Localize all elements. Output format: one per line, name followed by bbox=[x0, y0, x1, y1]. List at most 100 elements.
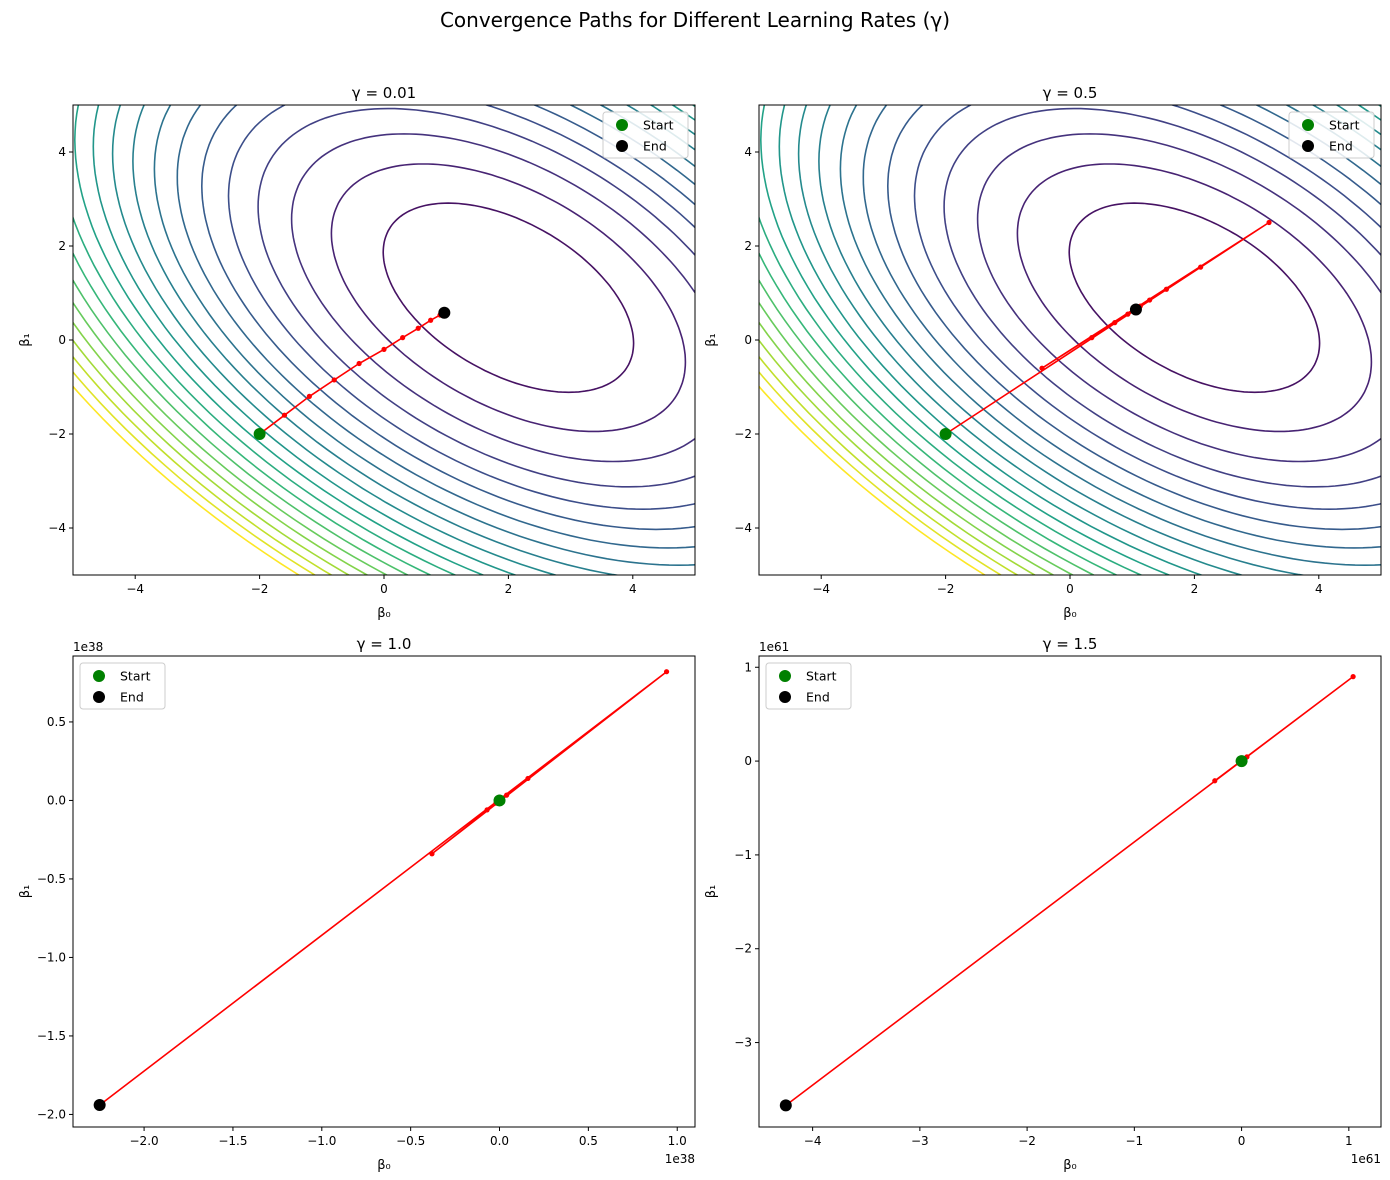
path-point bbox=[281, 412, 288, 418]
contour-line bbox=[913, 105, 1381, 511]
subplot-title: γ = 1.0 bbox=[357, 635, 412, 653]
subplot-2: −4 −2 0 2 4 −4 −2 0 2 4 γ = 0.5 β₀ β₁ Start End bbox=[704, 84, 1382, 621]
path-point bbox=[1112, 320, 1118, 326]
contour-line bbox=[227, 105, 695, 511]
y-axis-label: β₁ bbox=[704, 333, 719, 347]
contour-line bbox=[759, 385, 987, 575]
contour-line bbox=[73, 278, 410, 575]
end-point bbox=[438, 306, 451, 319]
y-tick-label: −0.5 bbox=[37, 872, 66, 886]
contour-line bbox=[759, 251, 1119, 575]
start-point bbox=[493, 794, 506, 807]
x-tick-label: −2.0 bbox=[130, 1134, 159, 1148]
y-tick-label: −2.0 bbox=[37, 1107, 66, 1121]
path-point bbox=[1350, 674, 1356, 680]
y-tick-label: 4 bbox=[58, 145, 66, 159]
contour-line bbox=[330, 163, 687, 433]
axes-frame bbox=[758, 104, 1382, 576]
y-tick-label: −1 bbox=[734, 848, 752, 862]
contour-line bbox=[382, 202, 635, 394]
end-point bbox=[779, 1099, 792, 1112]
contour-line bbox=[92, 105, 695, 575]
contour-line bbox=[176, 105, 695, 549]
contour-line bbox=[759, 278, 1096, 575]
contour-line bbox=[153, 105, 695, 567]
path-point bbox=[1198, 264, 1204, 270]
contour-group bbox=[73, 105, 695, 575]
x-tick-label: −3 bbox=[911, 1134, 929, 1148]
contour-line bbox=[1016, 163, 1373, 433]
x-scale-offset-label: 1e61 bbox=[1351, 1152, 1381, 1166]
contour-line bbox=[759, 355, 1019, 575]
y-tick-label: 2 bbox=[744, 239, 752, 253]
path-point bbox=[306, 393, 312, 399]
legend-start-label: Start bbox=[120, 669, 151, 684]
axes-frame bbox=[758, 655, 1382, 1128]
path-point bbox=[331, 377, 337, 383]
contour-line bbox=[290, 133, 695, 463]
path-point bbox=[1089, 335, 1095, 341]
start-point bbox=[1235, 755, 1248, 768]
legend-start-label: Start bbox=[643, 118, 674, 133]
contour-line bbox=[111, 105, 695, 575]
x-tick-label: −4 bbox=[812, 582, 830, 596]
y-tick-label: 0.5 bbox=[47, 715, 66, 729]
x-tick-label: −1.0 bbox=[307, 1134, 336, 1148]
y-tick-label: −3 bbox=[734, 1036, 752, 1050]
contour-line bbox=[73, 370, 317, 575]
x-axis-label: β₀ bbox=[377, 606, 391, 621]
subplot-title: γ = 1.5 bbox=[1043, 635, 1098, 653]
contour-line bbox=[73, 301, 389, 575]
subplot-title: γ = 0.5 bbox=[1043, 84, 1098, 102]
legend-start-marker bbox=[93, 670, 105, 682]
y-tick-label: −2 bbox=[734, 942, 752, 956]
y-scale-offset-label: 1e61 bbox=[759, 640, 789, 654]
path-point bbox=[428, 317, 434, 323]
contour-line bbox=[886, 105, 1381, 531]
path-point bbox=[1266, 219, 1272, 226]
axes-frame bbox=[72, 104, 696, 576]
x-tick-label: 0.5 bbox=[579, 1134, 598, 1148]
x-tick-label: 0.0 bbox=[490, 1134, 509, 1148]
x-tick-label: 4 bbox=[629, 582, 637, 596]
x-tick-label: 4 bbox=[1315, 582, 1323, 596]
path-point bbox=[1212, 778, 1218, 784]
x-tick-label: −2 bbox=[937, 582, 955, 596]
legend-start-marker bbox=[616, 119, 628, 131]
x-tick-label: −1 bbox=[1125, 1134, 1143, 1148]
path-point bbox=[400, 335, 406, 341]
contour-line bbox=[759, 301, 1075, 575]
legend-end-marker bbox=[616, 140, 628, 152]
path-point bbox=[429, 851, 435, 857]
path-point bbox=[484, 807, 490, 813]
start-point bbox=[253, 428, 266, 440]
y-tick-label: 0 bbox=[744, 333, 752, 347]
figure-suptitle: Convergence Paths for Different Learning… bbox=[440, 8, 950, 32]
contour-line bbox=[862, 105, 1381, 549]
convergence-path-line bbox=[945, 221, 1270, 435]
contour-line bbox=[943, 107, 1381, 488]
y-tick-label: 0 bbox=[58, 333, 66, 347]
legend-end-marker bbox=[1302, 140, 1314, 152]
x-tick-label: 0 bbox=[1066, 582, 1074, 596]
legend-end-marker bbox=[93, 691, 105, 703]
subplot-3: −2.0 −1.5 −1.0 −0.5 0.0 0.5 1.0 −2.0 −1.5 −1.0 −0.… bbox=[18, 635, 696, 1173]
legend-end-label: End bbox=[1329, 139, 1353, 154]
x-tick-label: 0 bbox=[380, 582, 388, 596]
legend: Start End bbox=[765, 662, 852, 710]
x-tick-label: −2 bbox=[251, 582, 269, 596]
x-tick-label: −1.5 bbox=[218, 1134, 247, 1148]
x-scale-offset-label: 1e38 bbox=[665, 1152, 695, 1166]
y-tick-label: −4 bbox=[734, 521, 752, 535]
contour-line bbox=[797, 105, 1381, 575]
x-tick-label: 1 bbox=[1345, 1134, 1353, 1148]
contour-line bbox=[759, 105, 1381, 575]
contour-line bbox=[73, 251, 433, 575]
legend: Start End bbox=[1288, 111, 1375, 159]
path-point bbox=[1163, 286, 1170, 292]
subplot-1: −4 −2 0 2 4 −4 −2 0 2 4 γ = 0.01 β₀ β₁ Start End bbox=[18, 84, 696, 621]
x-axis-label: β₀ bbox=[1063, 1158, 1077, 1173]
contour-line bbox=[73, 215, 458, 575]
convergence-path-line bbox=[785, 675, 1354, 1107]
